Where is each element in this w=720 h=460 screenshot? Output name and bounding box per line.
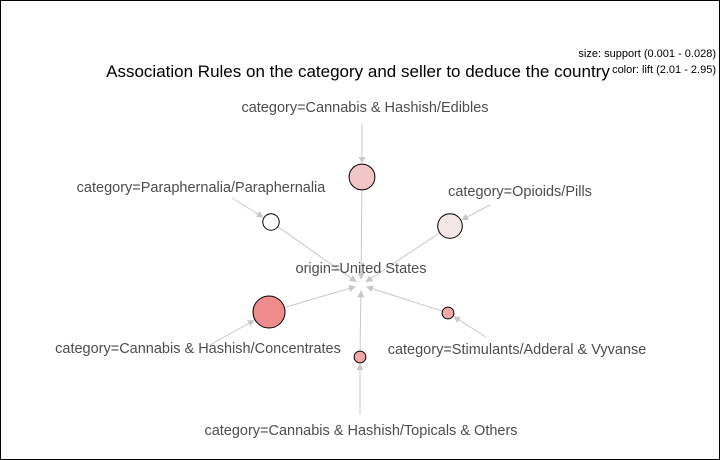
rule-node-concentrates xyxy=(252,295,286,329)
legend-size: size: support (0.001 - 0.028) xyxy=(578,48,716,60)
edge-rule-to-center xyxy=(277,226,357,282)
item-label-stimulants: category=Stimulants/Adderal & Vyvanse xyxy=(388,342,647,358)
edge-item-to-rule xyxy=(461,204,491,221)
edge-rule-to-center xyxy=(357,290,365,352)
edge-item-to-rule xyxy=(231,197,264,218)
item-label-opioids: category=Opioids/Pills xyxy=(448,184,592,200)
graph-edges xyxy=(209,124,491,415)
edge-rule-to-center xyxy=(284,285,356,308)
rule-node-stimulants xyxy=(441,306,455,320)
edge-item-to-rule xyxy=(209,319,255,346)
item-label-topicals: category=Cannabis & Hashish/Topicals & O… xyxy=(204,423,517,439)
rule-node-topicals xyxy=(353,350,367,364)
center-item-label: origin=United States xyxy=(296,261,427,277)
edge-rule-to-center xyxy=(365,232,440,283)
edge-rule-to-center xyxy=(357,189,365,280)
chart-title: Association Rules on the category and se… xyxy=(106,62,610,81)
legend-color: color: lift (2.01 - 2.95) xyxy=(612,64,716,76)
item-label-edibles: category=Cannabis & Hashish/Edibles xyxy=(241,100,488,116)
rule-node-paraphernalia xyxy=(262,213,280,231)
item-label-paraphernalia: category=Paraphernalia/Paraphernalia xyxy=(77,180,327,196)
rule-nodes xyxy=(252,163,463,364)
rule-node-opioids xyxy=(437,213,463,239)
item-label-concentrates: category=Cannabis & Hashish/Concentrates xyxy=(55,341,341,357)
edge-item-to-rule xyxy=(453,316,487,338)
edge-rule-to-center xyxy=(366,285,443,312)
rule-node-edibles xyxy=(348,163,376,191)
